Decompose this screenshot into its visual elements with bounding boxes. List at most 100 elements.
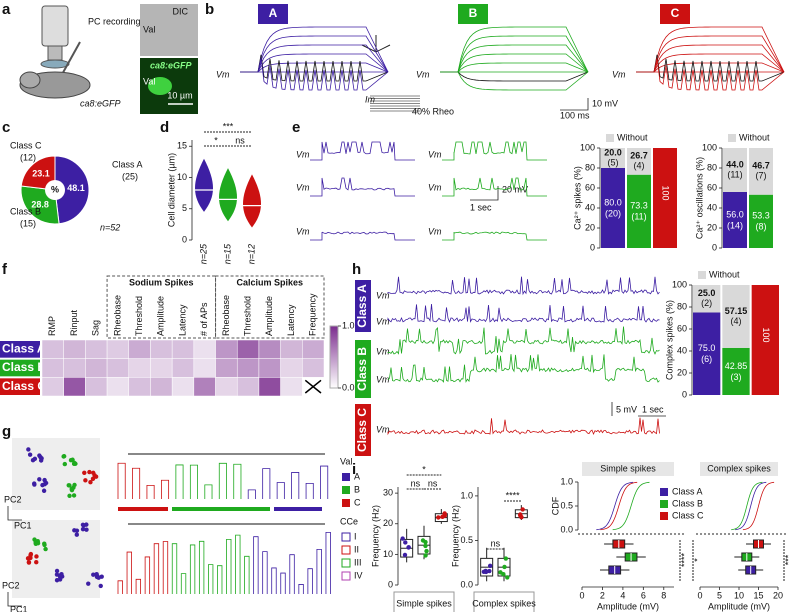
label: Val [143, 24, 155, 34]
category-label: Class B [10, 206, 41, 216]
dendrograms [25, 447, 351, 594]
chart-title: Complex spikes [707, 463, 771, 473]
row-label: Class B [2, 360, 46, 374]
voltage-trace [240, 53, 389, 73]
y-tick-label: 0 [712, 242, 717, 252]
class-box [355, 404, 371, 456]
voltage-trace [440, 71, 589, 82]
colorbar-label: 1.0 [342, 320, 355, 330]
heat-cell [85, 339, 108, 359]
label: 1 sec [470, 202, 492, 212]
pc-point [84, 527, 89, 532]
heat-cell [215, 377, 238, 397]
label: 100 ms [560, 110, 590, 120]
label: Vm [376, 316, 390, 326]
label: Vm [428, 182, 442, 192]
bar [722, 347, 750, 395]
panel-letter: c [2, 119, 10, 136]
heat-cell [215, 339, 238, 359]
bar-label: 20.0 [604, 147, 622, 157]
pc-point [74, 528, 80, 533]
legend-label: Class B [672, 498, 703, 508]
sig-label: *** [223, 121, 234, 131]
column-label: Sag [91, 320, 101, 336]
legend-label: C [354, 497, 361, 507]
class-box [355, 340, 371, 398]
column-label: Rheobase [221, 295, 231, 336]
panel-letter: f [2, 261, 8, 278]
heat-cell [193, 377, 216, 397]
bar-segment [627, 148, 651, 175]
dendrogram-branch [307, 568, 313, 594]
heat-cell [85, 358, 108, 378]
y-tick-label: 40 [585, 202, 595, 212]
voltage-trace [387, 303, 660, 323]
dendrogram-branch [198, 540, 205, 594]
voltage-trace [440, 26, 589, 73]
point [403, 540, 408, 545]
y-axis-label: Complex spikes (%) [664, 300, 674, 380]
current-steps [370, 95, 420, 112]
dendrogram-branch [247, 489, 256, 499]
sig-label: **** [679, 553, 689, 568]
y-tick-label: 0.5 [460, 535, 473, 545]
bar-segment [722, 285, 750, 348]
pc-point [42, 542, 47, 548]
dendrogram-branch [244, 555, 250, 594]
heat-cell [171, 339, 195, 359]
legend-swatch [341, 545, 351, 555]
class-box [458, 4, 488, 24]
row-box [0, 378, 40, 395]
voltage-trace [310, 231, 415, 241]
count-label: (4) [634, 161, 645, 171]
legend-label: I [354, 531, 357, 541]
count-label: (25) [122, 171, 138, 181]
label: Vm [428, 226, 442, 236]
column-label: Threshold [134, 296, 144, 336]
dendrogram-branch [262, 551, 268, 594]
legend-label: Without [739, 132, 770, 142]
bar [653, 148, 677, 248]
count-label: (2) [701, 298, 712, 308]
dendrogram-branch [132, 467, 141, 499]
voltage-trace [636, 57, 785, 91]
bar [751, 285, 779, 395]
heat-cell [63, 339, 86, 359]
pc-point [71, 493, 77, 498]
row-label: Class A [2, 342, 46, 356]
x-tick-label: 2 [600, 590, 605, 600]
column-label: Amplitude [156, 296, 166, 336]
x-tick-label: 8 [661, 590, 666, 600]
count-label: (14) [727, 220, 743, 230]
label: 20 mV [502, 184, 528, 194]
cdf-curve [742, 481, 775, 531]
point [406, 545, 411, 550]
panel-letter: e [292, 119, 300, 136]
cell-sketch [361, 35, 391, 53]
slice-label: 23.1 [32, 169, 50, 179]
gfp-cell [148, 77, 172, 95]
cdf-curve [612, 481, 650, 531]
label: Vm [376, 424, 390, 434]
row-label: Class C [2, 379, 46, 393]
pie-hole [45, 180, 65, 200]
y-tick-label: 100 [672, 279, 687, 289]
count-label: (5) [608, 157, 619, 167]
count-label: (11) [631, 212, 646, 222]
y-tick-label: 1.0 [460, 490, 473, 500]
pc-point [57, 573, 62, 578]
legend-label: Without [709, 269, 740, 279]
column-label: Rinput [69, 309, 79, 336]
bar-label: 25.0 [698, 288, 716, 298]
dendrogram-branch [204, 484, 213, 499]
pc-point [37, 477, 42, 482]
count-label: (20) [605, 208, 621, 218]
voltage-trace [240, 26, 389, 73]
point [400, 536, 405, 541]
category-label: Class C [10, 140, 42, 150]
pc-point [54, 578, 60, 583]
row-label: Class A [355, 284, 369, 328]
n-label: n=12 [246, 244, 256, 264]
dendrogram-branch [208, 564, 214, 594]
heat-cell [63, 377, 86, 397]
